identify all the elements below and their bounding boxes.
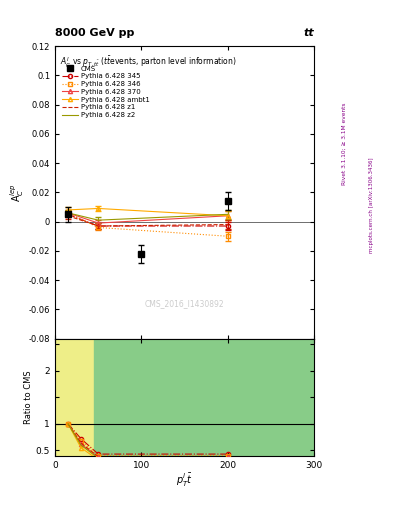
Bar — [94, 338, 314, 456]
Legend: CMS, Pythia 6.428 345, Pythia 6.428 346, Pythia 6.428 370, Pythia 6.428 ambt1, P: CMS, Pythia 6.428 345, Pythia 6.428 346,… — [61, 64, 151, 119]
Text: tt: tt — [304, 28, 314, 38]
Y-axis label: Ratio to CMS: Ratio to CMS — [24, 370, 33, 424]
X-axis label: $p_T^l\bar{t}$: $p_T^l\bar{t}$ — [176, 472, 193, 489]
Text: CMS_2016_I1430892: CMS_2016_I1430892 — [145, 299, 224, 308]
Text: 8000 GeV pp: 8000 GeV pp — [55, 28, 134, 38]
Bar — [55, 338, 94, 456]
Text: Rivet 3.1.10; ≥ 3.1M events: Rivet 3.1.10; ≥ 3.1M events — [342, 102, 346, 185]
Text: mcplots.cern.ch [arXiv:1306.3436]: mcplots.cern.ch [arXiv:1306.3436] — [369, 157, 374, 252]
Text: $A_C^l$ vs $p_{T,t\bar{t}}$ ($t\bar{t}$events, parton level information): $A_C^l$ vs $p_{T,t\bar{t}}$ ($t\bar{t}$e… — [60, 55, 237, 70]
Y-axis label: A$_C^{lep}$: A$_C^{lep}$ — [8, 183, 26, 202]
